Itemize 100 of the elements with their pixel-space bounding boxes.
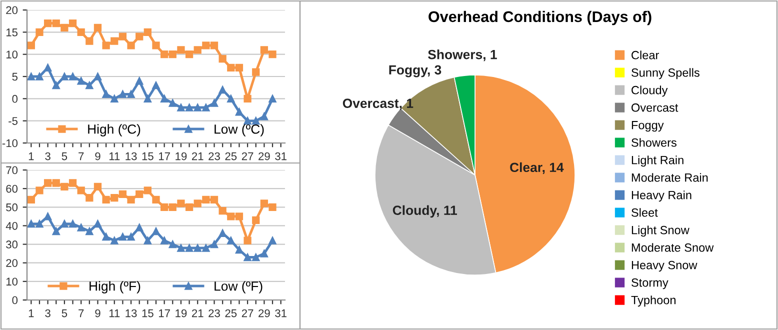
y-tick-label: 60 (6, 184, 18, 193)
point (60, 72, 68, 80)
x-tick-label: 3 (45, 309, 50, 318)
x-tick-label: 17 (158, 152, 170, 160)
y-tick-label: 10 (6, 278, 18, 286)
legend-label: Sleet (632, 208, 658, 217)
point (102, 90, 110, 98)
point (210, 196, 218, 204)
data-label: Overcast, 1 (342, 98, 414, 110)
y-tick-label: 10 (6, 50, 18, 58)
point (60, 24, 68, 32)
point (144, 94, 152, 102)
point (127, 196, 135, 204)
point (144, 186, 152, 194)
point (44, 179, 52, 187)
legend-label: Clear (632, 50, 659, 60)
point (218, 54, 226, 63)
y-tick-label: 50 (6, 203, 18, 212)
legend-label: Light Rain (632, 156, 684, 167)
point (244, 236, 252, 244)
point (36, 72, 44, 80)
point (110, 37, 118, 45)
point (252, 68, 260, 76)
point (168, 50, 176, 58)
x-tick-label: 17 (158, 309, 170, 318)
point (185, 244, 194, 252)
point (202, 42, 210, 50)
point (94, 182, 102, 191)
x-tick-label: 29 (258, 309, 270, 318)
point (86, 194, 94, 202)
point (260, 46, 268, 54)
point (127, 233, 135, 241)
point (160, 94, 168, 102)
legend-label: Low (ºF) (214, 281, 262, 294)
data-label: Showers, 1 (428, 50, 497, 62)
legend-label: High (ºC) (88, 124, 140, 136)
point (160, 236, 168, 244)
point (136, 32, 144, 40)
point (118, 90, 127, 98)
point (168, 99, 176, 107)
point (235, 212, 244, 220)
x-tick-label: 13 (126, 152, 137, 160)
point (260, 112, 268, 120)
point (94, 24, 102, 32)
point (252, 216, 260, 224)
x-tick-label: 3 (45, 152, 50, 160)
y-tick-label: -5 (8, 117, 18, 125)
y-tick-label: 20 (6, 6, 18, 14)
point (136, 190, 144, 198)
point (227, 236, 235, 244)
point (218, 86, 226, 94)
y-tick-label: 40 (6, 222, 18, 230)
data-label: Clear, 14 (510, 162, 564, 174)
point (144, 236, 152, 244)
point (94, 72, 102, 80)
point (268, 50, 276, 58)
x-tick-label: 27 (242, 152, 254, 160)
y-tick-label: 0 (12, 296, 18, 304)
x-tick-label: 5 (62, 309, 68, 318)
x-tick-label: 19 (176, 309, 187, 318)
point (118, 32, 127, 40)
point (168, 203, 176, 211)
legend-label: Stormy (632, 278, 668, 290)
point (60, 220, 68, 228)
point (152, 196, 160, 204)
point (210, 99, 218, 107)
point (44, 64, 52, 72)
point (260, 250, 268, 258)
point (160, 203, 168, 211)
x-tick-label: 23 (208, 309, 220, 318)
point (235, 246, 244, 254)
x-tick-label: 27 (242, 309, 254, 318)
data-label: Cloudy, 11 (392, 205, 457, 218)
point (194, 46, 202, 54)
y-tick-label: 20 (6, 259, 18, 267)
x-tick-label: 9 (95, 309, 100, 318)
point (177, 244, 185, 252)
point (86, 82, 94, 90)
point (152, 82, 160, 90)
point (202, 104, 210, 112)
point (244, 253, 252, 262)
x-tick-label: 13 (126, 309, 137, 318)
x-tick-label: 21 (192, 309, 204, 318)
point (144, 28, 152, 36)
point (27, 72, 35, 80)
point (185, 203, 194, 211)
point (136, 224, 144, 232)
legend-label: Foggy (632, 121, 664, 132)
point (77, 186, 85, 194)
point (27, 220, 35, 228)
point (68, 179, 77, 187)
point (136, 77, 144, 85)
x-tick-label: 11 (109, 309, 120, 318)
x-tick-label: 11 (109, 152, 120, 160)
x-tick-label: 25 (225, 309, 237, 318)
y-tick-label: 30 (6, 240, 18, 248)
point (27, 42, 35, 50)
legend-label: Cloudy (632, 86, 668, 97)
point (110, 94, 118, 102)
point (52, 179, 60, 187)
